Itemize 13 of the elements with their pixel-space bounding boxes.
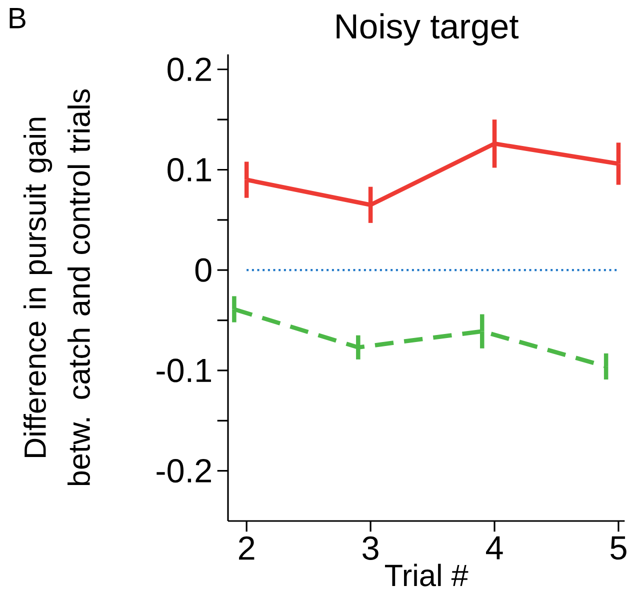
x-tick-label: 4: [486, 536, 503, 560]
y-tick-label: 0.1: [168, 158, 212, 182]
y-tick-label: -0.2: [156, 459, 211, 483]
x-tick-label: 5: [610, 536, 626, 560]
y-tick-label: 0.2: [168, 58, 211, 82]
x-tick-label: 3: [362, 536, 378, 560]
chart-title: Noisy target: [336, 13, 519, 46]
x-axis-title: Trial #: [385, 564, 468, 586]
y-tick-label: -0.1: [156, 358, 212, 382]
x-tick-label: 2: [239, 536, 254, 560]
y-tick-label: 0: [195, 258, 212, 282]
text: B: [10, 8, 26, 28]
y-axis-title: Difference in pursuit gain betw. catch and control trials: [24, 89, 90, 486]
